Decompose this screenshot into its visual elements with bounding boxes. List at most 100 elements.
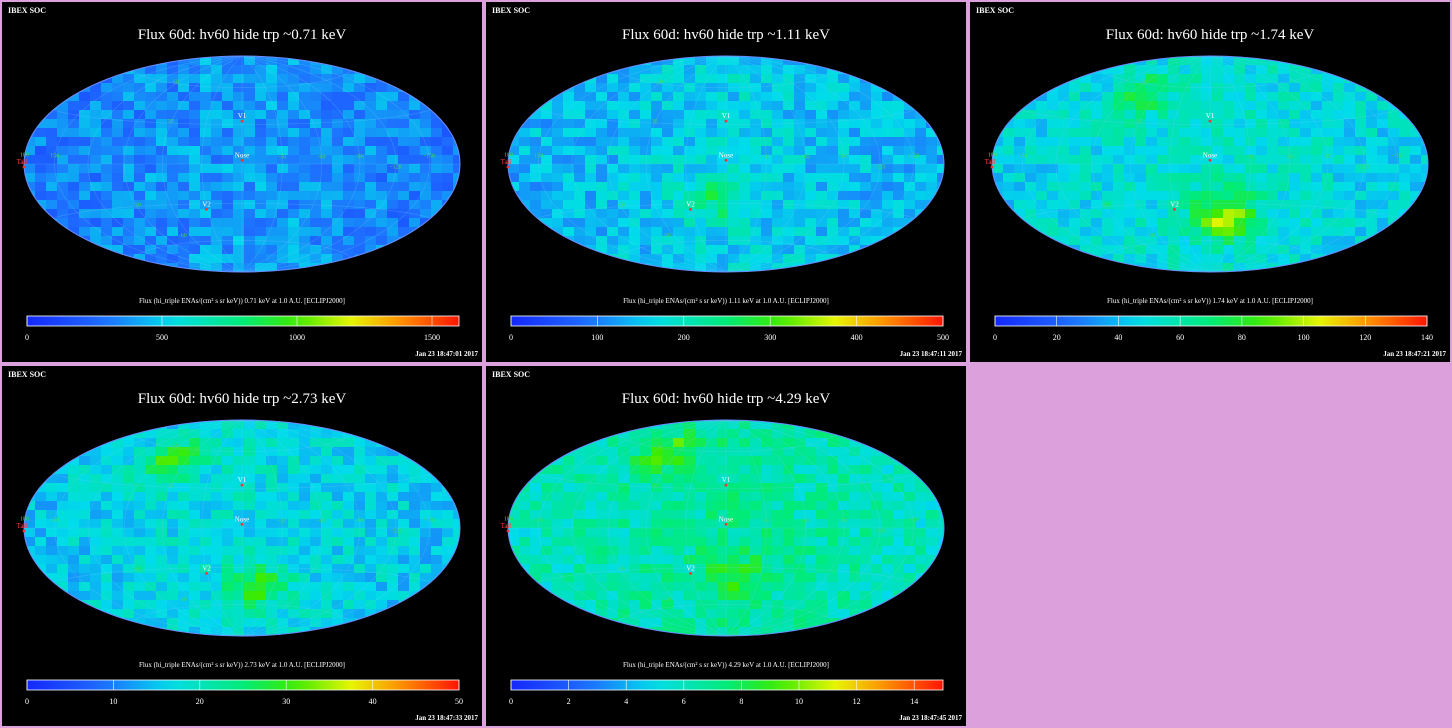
sky-map-pixels (992, 56, 1428, 272)
graticule-label: -90 (840, 518, 848, 524)
colorbar-tick: 20 (196, 697, 204, 706)
colorbar-tick: 14 (910, 697, 918, 706)
graticule-label: -60 (179, 597, 187, 603)
graticule-label: -60 (663, 233, 671, 239)
graticule-label: -60 (179, 233, 187, 239)
marker-dot (990, 165, 994, 169)
marker-dot (506, 529, 510, 533)
graticule-label: -60 (802, 519, 810, 525)
marker-dot (205, 208, 208, 211)
colorbar-tick: 80 (1238, 333, 1246, 342)
marker-v2: V2 (686, 564, 695, 572)
map-title: Flux 60d: hv60 hide trp ~2.73 keV (138, 391, 347, 407)
timestamp: Jan 23 18:47:21 2017 (1383, 350, 1446, 358)
colorbar-tick: 1000 (289, 333, 305, 342)
map-title: Flux 60d: hv60 hide trp ~0.71 keV (138, 27, 347, 43)
colorbar-tick: 0 (25, 333, 29, 342)
graticule-label: -120 (1359, 165, 1370, 171)
colorbar-tick: 300 (764, 333, 776, 342)
colorbar-label: Flux (hi_triple ENAs/(cm² s sr keV)) 4.2… (623, 661, 829, 669)
marker-v1: V1 (238, 112, 247, 120)
colorbar-tick: 400 (851, 333, 863, 342)
colorbar-tick: 6 (682, 697, 686, 706)
flux-map-svg: IBEX SOC Flux 60d: hv60 hide trp ~1.74 ke… (976, 6, 1446, 358)
graticule-label: -60 (1286, 155, 1294, 161)
colorbar-tick: 12 (853, 697, 861, 706)
graticule-label: -120 (391, 165, 402, 171)
map-title: Flux 60d: hv60 hide trp ~4.29 keV (622, 391, 831, 407)
colorbar-tick: 30 (282, 697, 290, 706)
graticule-label: -120 (391, 529, 402, 535)
marker-nose: Nose (1203, 151, 1217, 159)
graticule-label: -120 (875, 165, 886, 171)
marker-dot (724, 158, 728, 162)
colorbar-tick: 200 (678, 333, 690, 342)
sky-map-pixels (508, 56, 944, 272)
graticule-label: 150 (50, 153, 59, 159)
ibex-soc-label: IBEX SOC (492, 6, 530, 15)
graticule-label: 30 (1136, 119, 1142, 125)
graticule-label: -60 (318, 519, 326, 525)
marker-dot (205, 572, 208, 575)
colorbar-tick: 4 (624, 697, 628, 706)
marker-v1: V1 (722, 112, 731, 120)
marker-dot (240, 158, 244, 162)
colorbar-tick: 40 (369, 697, 377, 706)
colorbar-tick: 2 (567, 697, 571, 706)
marker-dot (240, 483, 244, 487)
graticule-label: -120 (875, 529, 886, 535)
colorbar-tick: 100 (591, 333, 603, 342)
graticule-label: -30 (278, 519, 286, 525)
flux-map-panel: IBEX SOC Flux 60d: hv60 hide trp ~1.74 ke… (970, 2, 1450, 362)
marker-v1: V1 (1206, 112, 1215, 120)
marker-tail: Tail (17, 522, 28, 530)
graticule-label: -90 (356, 518, 364, 524)
graticule-label: -150 (424, 153, 435, 159)
sky-map-pixels (24, 56, 460, 272)
flux-map-panel: IBEX SOC Flux 60d: hv60 hide trp ~0.71 ke… (2, 2, 482, 362)
marker-dot (1208, 158, 1212, 162)
graticule-label: 30 (652, 119, 658, 125)
colorbar-tick: 20 (1053, 333, 1061, 342)
colorbar-tick: 60 (1176, 333, 1184, 342)
colorbar-label: Flux (hi_triple ENAs/(cm² s sr keV)) 0.7… (139, 297, 345, 305)
marker-dot (240, 522, 244, 526)
sky-map-pixels (24, 420, 460, 636)
graticule-label: -150 (908, 517, 919, 523)
marker-tail: Tail (985, 158, 996, 166)
sky-map-pixels (508, 420, 944, 636)
colorbar-label: Flux (hi_triple ENAs/(cm² s sr keV)) 1.1… (623, 297, 829, 305)
graticule-label: -90 (840, 154, 848, 160)
marker-v2: V2 (686, 200, 695, 208)
colorbar-tick: 0 (993, 333, 997, 342)
timestamp: Jan 23 18:47:33 2017 (415, 714, 478, 722)
marker-dot (506, 165, 510, 169)
marker-nose: Nose (719, 515, 733, 523)
marker-dot (689, 572, 692, 575)
graticule-label: -30 (762, 155, 770, 161)
graticule-label: 180 (988, 153, 997, 159)
graticule-label: 150 (534, 517, 543, 523)
colorbar-tick: 10 (109, 697, 117, 706)
colorbar (510, 315, 944, 327)
marker-dot (22, 529, 26, 533)
marker-v2: V2 (202, 564, 211, 572)
graticule (23, 55, 461, 273)
marker-v2: V2 (202, 200, 211, 208)
graticule-label: -60 (663, 597, 671, 603)
graticule-label: -30 (1101, 203, 1109, 209)
colorbar-tick: 0 (509, 333, 513, 342)
marker-nose: Nose (235, 151, 249, 159)
marker-tail: Tail (501, 522, 512, 530)
graticule (507, 55, 945, 273)
marker-v1: V1 (238, 476, 247, 484)
flux-map-svg: IBEX SOC Flux 60d: hv60 hide trp ~2.73 ke… (8, 370, 478, 722)
graticule-label: -90 (356, 154, 364, 160)
ibex-soc-label: IBEX SOC (492, 370, 530, 379)
graticule-label: 60 (1141, 80, 1147, 86)
graticule-label: -30 (617, 567, 625, 573)
marker-nose: Nose (235, 515, 249, 523)
colorbar-tick: 120 (1359, 333, 1371, 342)
colorbar-label: Flux (hi_triple ENAs/(cm² s sr keV)) 2.7… (139, 661, 345, 669)
map-title: Flux 60d: hv60 hide trp ~1.74 keV (1106, 27, 1315, 43)
